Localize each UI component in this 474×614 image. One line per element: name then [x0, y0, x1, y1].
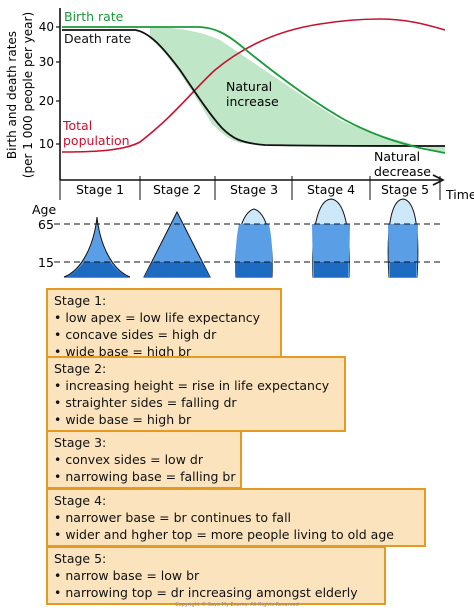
stage-3-note-point: narrowing base = falling br: [54, 468, 235, 485]
stage-3-note-title: Stage 3:: [54, 435, 107, 450]
stage-1-note-point: concave sides = high dr: [54, 326, 274, 343]
birth-rate-label: Birth rate: [64, 9, 124, 24]
y-axis-label-line1: Birth and death rates: [5, 31, 19, 159]
stage-label-3: Stage 3: [230, 182, 278, 197]
stage-4-note-point: narrower base = br continues to fall: [54, 509, 418, 526]
natural-increase-label-line2: increase: [226, 94, 279, 109]
y-tick-marks: [56, 26, 60, 145]
stage-label-2: Stage 2: [153, 182, 201, 197]
age-15-label: 15: [38, 255, 54, 270]
stage-4-note: Stage 4: narrower base = br continues to…: [46, 488, 426, 547]
y-axis-label-line2: (per 1 000 people per year): [21, 12, 35, 178]
death-rate-label: Death rate: [64, 31, 131, 46]
stage-1-pyramid: [63, 216, 131, 278]
stage-1-note-point: wide base = high br: [54, 343, 274, 360]
stage-2-pyramid: [143, 210, 211, 278]
death-rate-line: [62, 29, 446, 147]
total-population-label-line1: Total: [62, 118, 92, 133]
stage-5-note-point: narrowing top = dr increasing amongst el…: [54, 584, 378, 601]
stage-2-note-point: straighter sides = falling dr: [54, 394, 338, 411]
stage-1-note: Stage 1: low apex = low life expectancy …: [46, 288, 282, 364]
stage-5-pyramid: [387, 198, 419, 278]
y-tick-30: 30: [39, 55, 54, 69]
stage-4-note-title: Stage 4:: [54, 493, 107, 508]
stage-2-note-title: Stage 2:: [54, 361, 107, 376]
stage-4-pyramid: [312, 198, 350, 278]
stage-1-note-title: Stage 1:: [54, 293, 107, 308]
total-population-line: [61, 18, 446, 153]
x-axis-arrow-icon: [432, 174, 445, 186]
natural-decrease-label-line2: decrease: [374, 164, 431, 179]
stage-3-note-point: convex sides = low dr: [54, 451, 234, 468]
y-tick-40: 40: [39, 20, 54, 34]
population-pyramids: Age 65 15: [32, 198, 440, 278]
stage-4-note-point: wider and hgher top = more people living…: [54, 526, 418, 543]
stage-label-1: Stage 1: [76, 182, 124, 197]
stage-5-note-title: Stage 5:: [54, 551, 107, 566]
total-population-label-line2: population: [63, 133, 130, 148]
stage-1-note-point: low apex = low life expectancy: [54, 309, 274, 326]
stage-3-note: Stage 3: convex sides = low dr narrowing…: [46, 430, 242, 489]
stage-2-note-point: wide base = high br: [54, 411, 338, 428]
age-label: Age: [32, 202, 56, 217]
time-label: Time: [445, 187, 474, 202]
natural-increase-area: [150, 27, 445, 153]
copyright-footer: Copyright © Save My Exams. All Rights Re…: [175, 602, 299, 608]
y-tick-20: 20: [39, 94, 54, 108]
stage-5-note: Stage 5: narrow base = low br narrowing …: [46, 546, 386, 605]
natural-increase-label-line1: Natural: [226, 79, 272, 94]
y-tick-10: 10: [39, 137, 54, 151]
age-65-label: 65: [38, 217, 54, 232]
stage-2-note-point: increasing height = rise in life expecta…: [54, 377, 338, 394]
stage-dividers: [59, 176, 441, 200]
birth-rate-line: [62, 26, 446, 154]
stage-3-pyramid: [235, 208, 273, 278]
dtm-graph: 40 30 20 10 Birth and death rates (per 1…: [5, 8, 474, 202]
stage-5-note-point: narrow base = low br: [54, 567, 378, 584]
stage-label-4: Stage 4: [307, 182, 355, 197]
stage-2-note: Stage 2: increasing height = rise in lif…: [46, 356, 346, 432]
stage-label-5: Stage 5: [381, 182, 429, 197]
natural-decrease-label-line1: Natural: [374, 149, 420, 164]
